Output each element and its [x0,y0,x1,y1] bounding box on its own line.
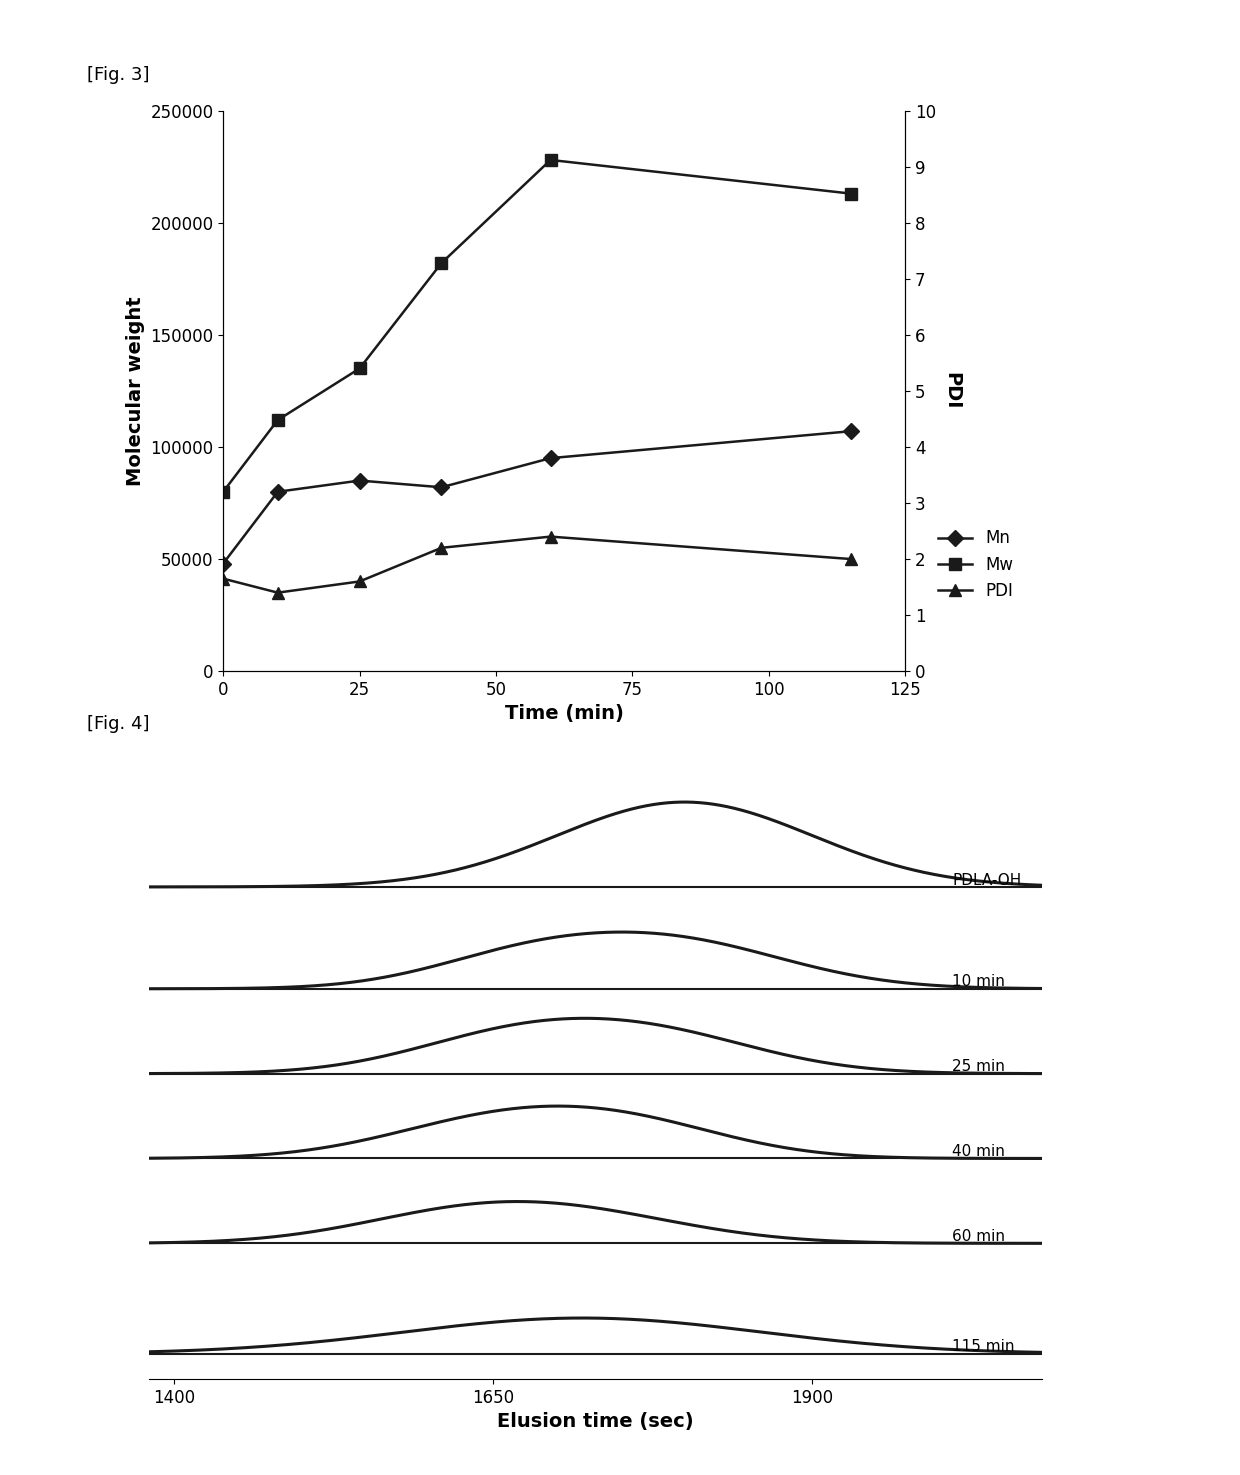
Mw [843,184,858,202]
Legend: Mn, Mw, PDI: Mn, Mw, PDI [931,522,1019,606]
Line: Mw: Mw [217,153,857,499]
PDI [434,538,449,556]
Mw [270,412,285,429]
Y-axis label: Molecular weight: Molecular weight [125,296,145,485]
PDI [352,572,367,590]
PDI [270,584,285,602]
Mn [434,478,449,496]
X-axis label: Time (min): Time (min) [505,705,624,723]
Mw [216,482,231,500]
Y-axis label: PDI: PDI [942,372,961,410]
Mn [843,422,858,440]
Mw [352,360,367,378]
Text: 40 min: 40 min [952,1145,1006,1159]
Mw [434,254,449,271]
Text: 60 min: 60 min [952,1229,1006,1243]
PDI [843,550,858,568]
Text: 10 min: 10 min [952,975,1006,990]
Text: [Fig. 4]: [Fig. 4] [87,715,149,733]
Text: 115 min: 115 min [952,1339,1014,1354]
Text: 25 min: 25 min [952,1059,1006,1074]
Mn [543,450,558,468]
Text: PDLA-OH: PDLA-OH [952,873,1022,888]
Line: Mn: Mn [218,426,856,569]
Mw [543,150,558,168]
Text: [Fig. 3]: [Fig. 3] [87,66,149,84]
PDI [216,569,231,587]
X-axis label: Elusion time (sec): Elusion time (sec) [497,1413,693,1431]
PDI [543,528,558,546]
Mn [216,555,231,572]
Mn [270,482,285,500]
Line: PDI: PDI [217,531,857,599]
Mn [352,472,367,490]
